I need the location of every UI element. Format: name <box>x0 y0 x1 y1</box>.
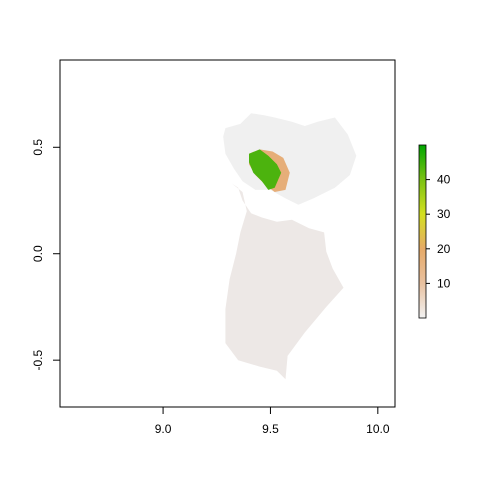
raster-region-0 <box>223 113 357 205</box>
y-tick-label: -0.5 <box>31 350 45 371</box>
raster-region-3 <box>249 149 282 190</box>
legend-tick-label: 30 <box>437 207 451 221</box>
y-tick-label: 0.5 <box>31 139 45 156</box>
raster-region-1 <box>225 183 344 380</box>
raster-layer <box>223 113 357 380</box>
legend-tick-label: 40 <box>437 173 451 187</box>
x-tick-label: 10.0 <box>366 422 390 436</box>
color-legend: 10 20 30 40 <box>418 144 451 319</box>
legend-ticks: 10 20 30 40 <box>426 173 451 290</box>
y-axis: -0.5 0.0 0.5 <box>31 139 61 371</box>
y-tick-label: 0.0 <box>31 245 45 262</box>
x-tick-label: 9.0 <box>155 422 172 436</box>
legend-tick-label: 10 <box>437 276 451 290</box>
legend-color-bar <box>418 144 427 319</box>
x-tick-label: 9.5 <box>262 422 279 436</box>
plot-frame <box>59 59 396 408</box>
legend-tick-label: 20 <box>437 242 451 256</box>
x-axis: 9.0 9.5 10.0 <box>155 406 390 436</box>
